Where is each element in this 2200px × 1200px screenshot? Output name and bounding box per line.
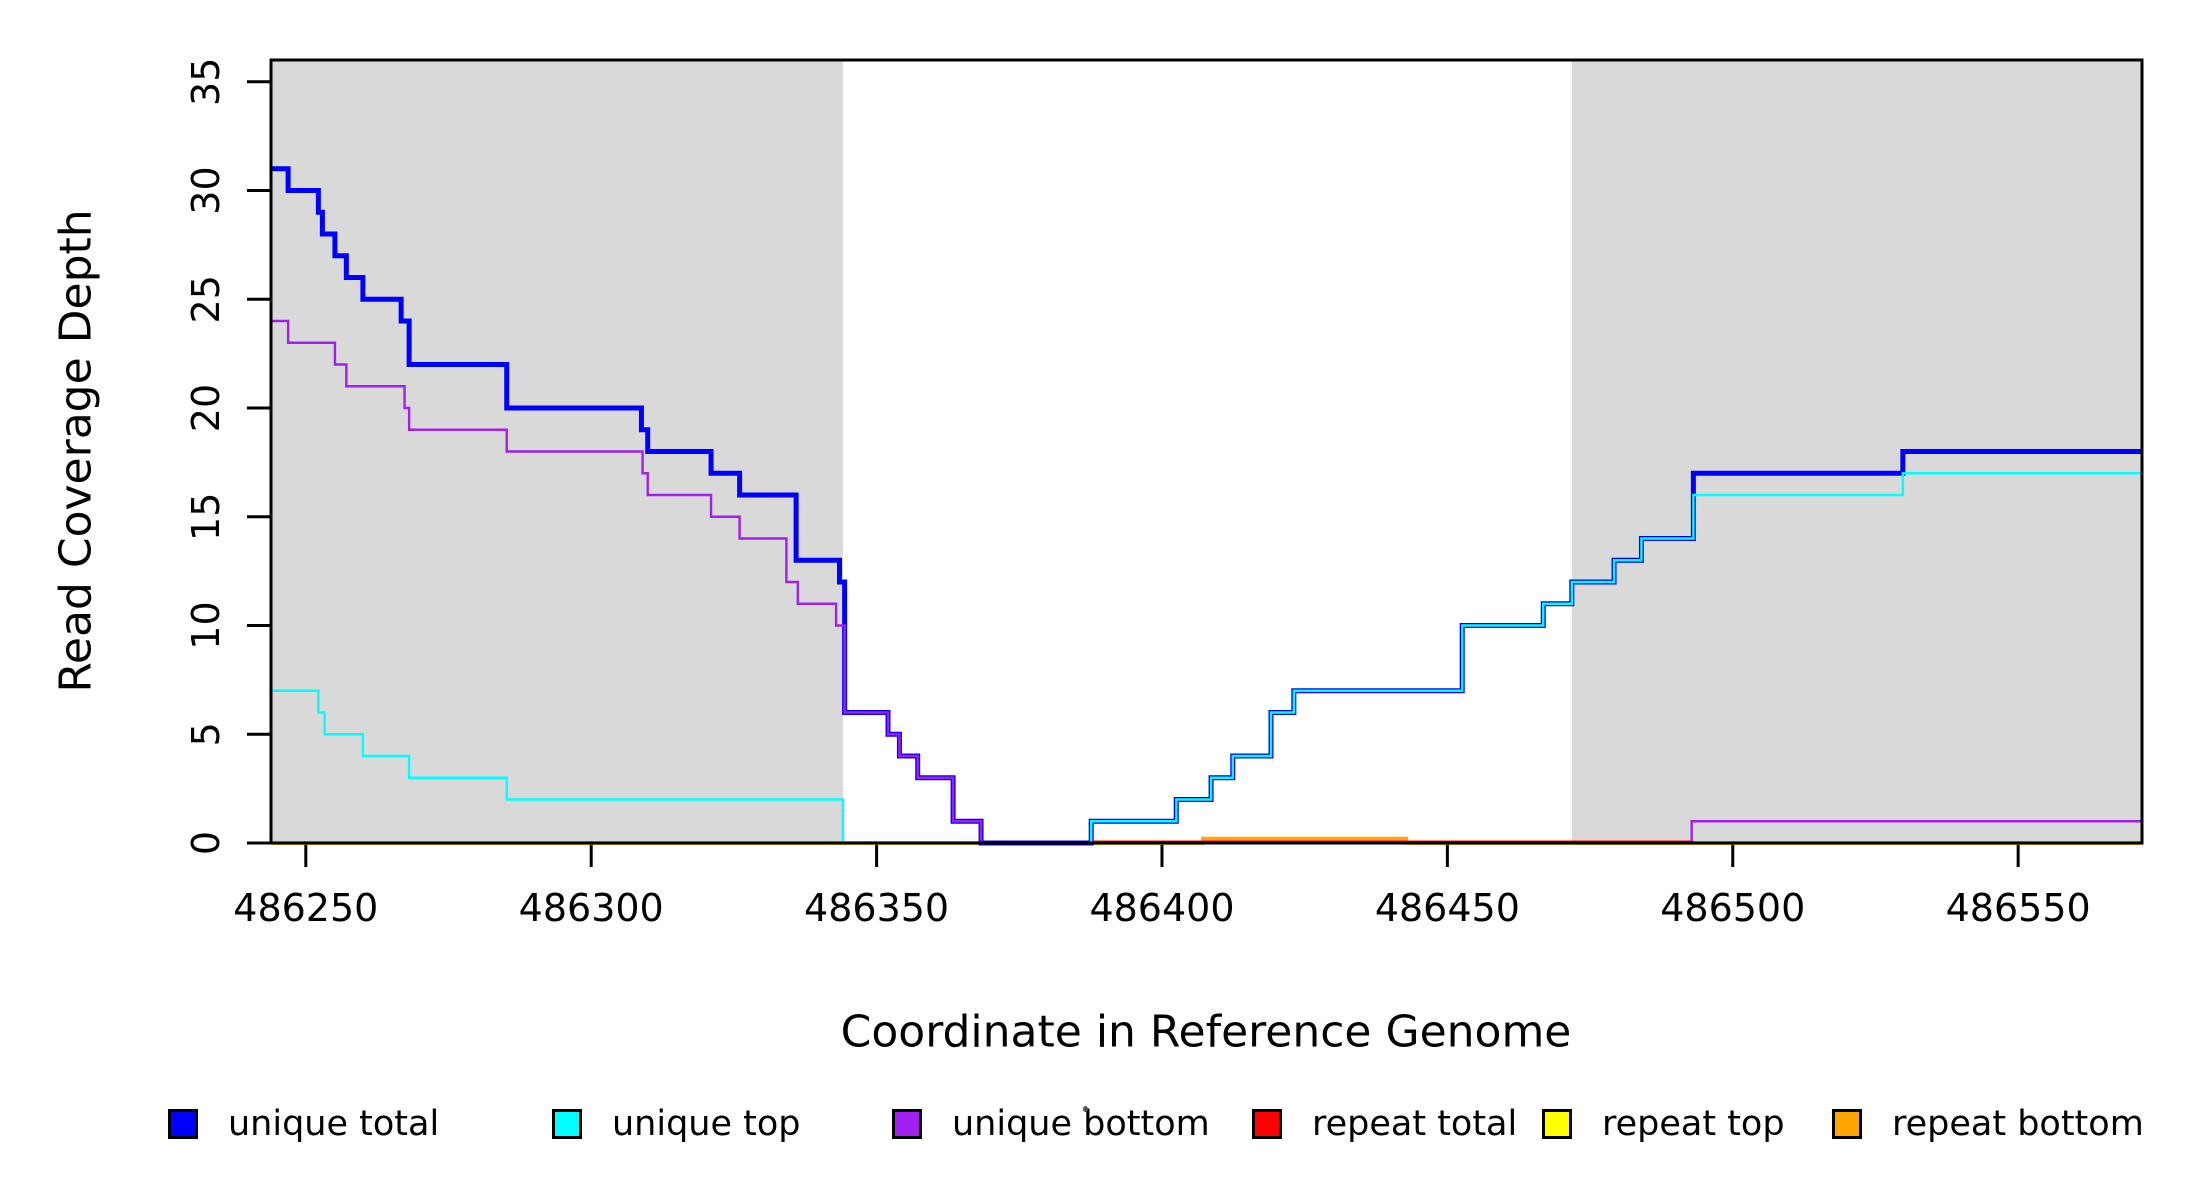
series-unique-bottom <box>271 319 2142 845</box>
y-tick-label: 35 <box>184 58 228 106</box>
x-tick-label: 486550 <box>1946 886 2091 930</box>
y-tick-label: 25 <box>184 275 228 323</box>
y-axis-title: Read Coverage Depth <box>50 209 102 693</box>
x-tick-label: 486500 <box>1660 886 1805 930</box>
series-unique-top <box>271 472 2142 845</box>
y-tick-label: 20 <box>184 384 228 432</box>
y-tick-label: 10 <box>184 601 228 649</box>
y-tick-label: 0 <box>184 831 228 855</box>
y-tick-label: 5 <box>184 722 228 746</box>
y-tick-label: 15 <box>184 493 228 541</box>
x-tick-label: 486350 <box>804 886 949 930</box>
x-tick-label: 486250 <box>233 886 378 930</box>
plot-frame <box>269 58 2144 845</box>
x-tick-label: 486450 <box>1375 886 1520 930</box>
x-tick-label: 486400 <box>1089 886 1234 930</box>
x-axis-title: Coordinate in Reference Genome <box>840 1006 1572 1058</box>
y-tick-label: 30 <box>184 166 228 214</box>
x-tick-label: 486300 <box>519 886 664 930</box>
legend-stray-dot <box>1083 1106 1088 1112</box>
